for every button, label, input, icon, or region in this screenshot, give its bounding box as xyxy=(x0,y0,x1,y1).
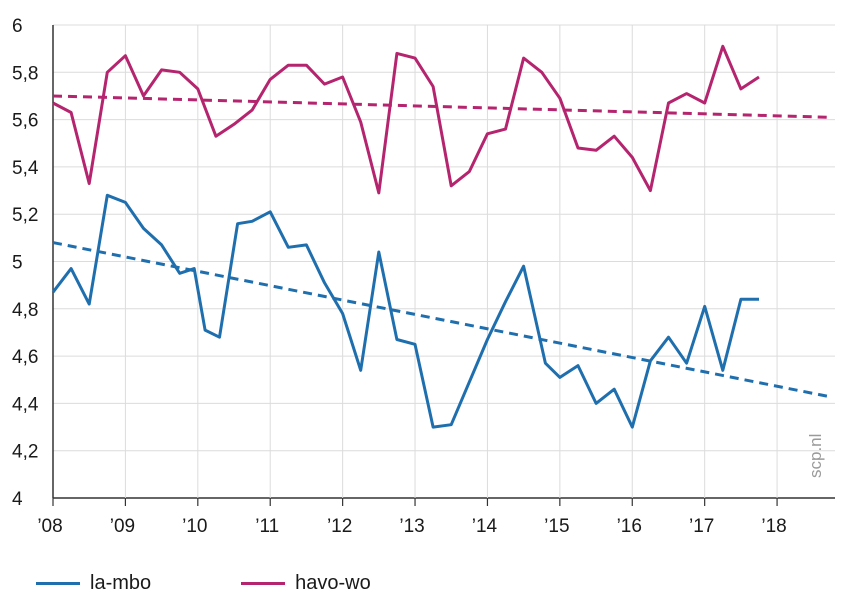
legend-label-la-mbo: la-mbo xyxy=(90,572,152,594)
x-tick-label: ’17 xyxy=(689,516,714,537)
line-chart: 4 4,2 4,4 4,6 4,8 5 5,2 5,4 5,6 5,8 6 ’08 ’09 ’10 ’11… xyxy=(12,16,835,537)
series-line-la-mbo xyxy=(51,193,759,429)
trend-lines xyxy=(52,94,829,398)
y-tick-label: 4,2 xyxy=(12,442,38,463)
y-tick-label: 4 xyxy=(12,489,23,510)
y-tick-label: 4,4 xyxy=(12,394,39,415)
legend-swatch-la-mbo xyxy=(36,582,80,585)
x-tick-label: ’16 xyxy=(617,516,642,537)
watermark: scp.nl xyxy=(806,433,825,478)
y-tick-label: 5,2 xyxy=(12,205,38,226)
x-tick-label: ’11 xyxy=(255,516,279,537)
x-tick-label: ’10 xyxy=(182,516,207,537)
trend-line-la-mbo xyxy=(52,241,829,398)
x-tick-label: ’14 xyxy=(472,516,498,537)
x-tick-label: ’12 xyxy=(327,516,352,537)
grid xyxy=(52,24,835,506)
legend-item-la-mbo: la-mbo xyxy=(36,572,151,595)
x-tick-label: ’15 xyxy=(544,516,569,537)
x-axis-ticks: ’08 ’09 ’10 ’11 ’12 ’13 ’14 ’15 ’16 ’17 ’18 xyxy=(37,516,786,537)
y-tick-label: 5,8 xyxy=(12,63,38,84)
x-tick-label: ’08 xyxy=(37,516,62,537)
series-lines xyxy=(51,44,760,429)
x-tick-label: ’09 xyxy=(110,516,135,537)
y-tick-label: 4,8 xyxy=(12,300,38,321)
y-axis-ticks: 4 4,2 4,4 4,6 4,8 5 5,2 5,4 5,6 5,8 6 xyxy=(12,16,39,510)
series-line-havo-wo xyxy=(52,44,760,195)
y-tick-label: 5,6 xyxy=(12,111,38,132)
legend-item-havo-wo: havo-wo xyxy=(241,572,371,595)
y-tick-label: 5 xyxy=(12,253,23,274)
legend-label-havo-wo: havo-wo xyxy=(295,572,371,594)
x-tick-label: ’18 xyxy=(761,516,786,537)
y-tick-label: 4,6 xyxy=(12,347,38,368)
x-tick-label: ’13 xyxy=(399,516,424,537)
legend: la-mbo havo-wo xyxy=(36,572,461,595)
legend-swatch-havo-wo xyxy=(241,582,286,585)
y-tick-label: 6 xyxy=(12,16,23,37)
y-tick-label: 5,4 xyxy=(12,158,39,179)
trend-line-havo-wo xyxy=(52,94,828,119)
